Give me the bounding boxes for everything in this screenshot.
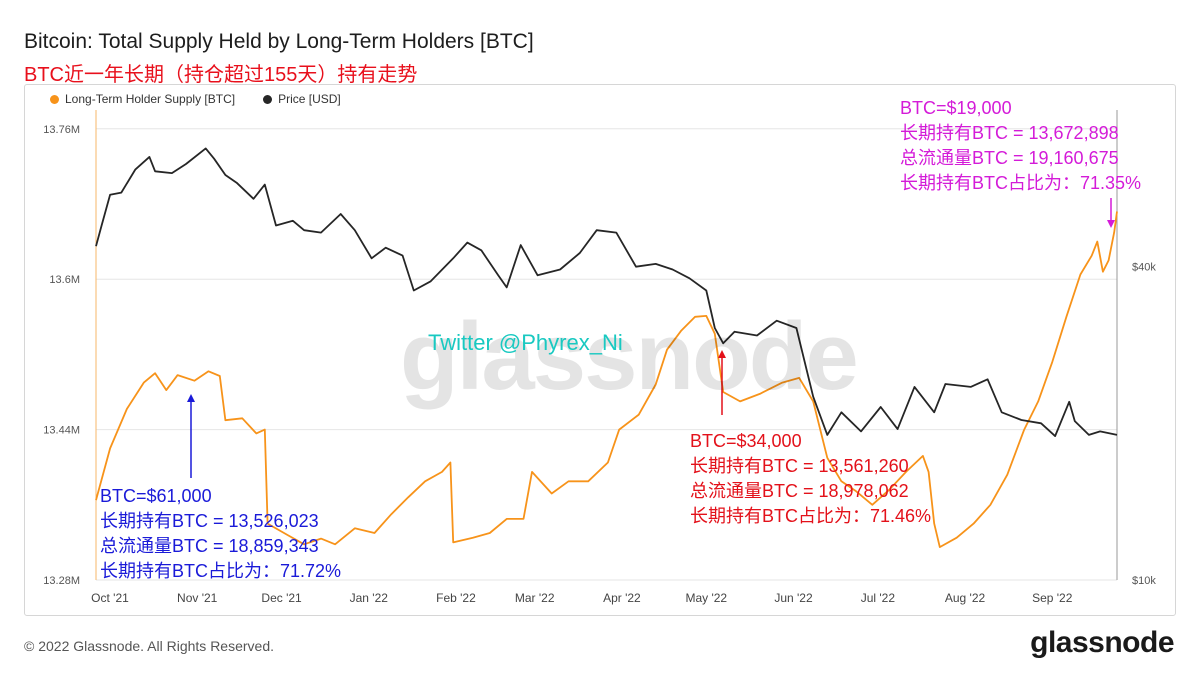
copyright-footer: © 2022 Glassnode. All Rights Reserved.	[24, 638, 275, 654]
arrow-oct-head	[187, 394, 195, 402]
y-left-tick-label: 13.44M	[43, 425, 80, 437]
watermark: glassnode	[400, 303, 859, 410]
annotation-line: 长期持有BTC占比为：71.35%	[900, 173, 1142, 193]
annotation-line: 长期持有BTC占比为：71.72%	[100, 561, 342, 581]
legend-dot-black	[263, 94, 273, 104]
glassnode-logo[interactable]: glassnode	[1030, 626, 1174, 659]
arrow-sep-head	[1107, 220, 1115, 228]
annotation-may-2022: BTC=$34,000 长期持有BTC = 13,561,260 总流通量BTC…	[690, 429, 931, 529]
annotation-oct-2021: BTC=$61,000 长期持有BTC = 13,526,023 总流通量BTC…	[100, 484, 341, 584]
annotation-line: 总流通量BTC = 18,978,062	[690, 481, 909, 501]
legend-label: Price [USD]	[278, 92, 341, 106]
annotation-line: 总流通量BTC = 19,160,675	[900, 148, 1119, 168]
x-tick-label: Jan '22	[350, 591, 389, 605]
arrow-may-head	[718, 350, 726, 358]
chart-title: Bitcoin: Total Supply Held by Long-Term …	[24, 30, 534, 53]
x-tick-label: Oct '21	[91, 591, 129, 605]
annotation-line: 长期持有BTC占比为：71.46%	[690, 506, 932, 526]
annotation-line: 长期持有BTC = 13,672,898	[900, 123, 1119, 143]
annotation-line: BTC=$19,000	[900, 98, 1012, 118]
x-tick-label: Nov '21	[177, 591, 218, 605]
legend-label: Long-Term Holder Supply [BTC]	[65, 92, 236, 106]
x-tick-label: May '22	[685, 591, 727, 605]
legend-item-price[interactable]: Price [USD]	[263, 92, 341, 106]
y-left-tick-label: 13.28M	[43, 575, 80, 587]
legend-item-lth-supply[interactable]: Long-Term Holder Supply [BTC]	[50, 92, 235, 106]
x-tick-label: Dec '21	[261, 591, 302, 605]
x-tick-label: Feb '22	[436, 591, 476, 605]
x-tick-label: Mar '22	[515, 591, 555, 605]
x-tick-label: Apr '22	[603, 591, 641, 605]
twitter-handle: Twitter @Phyrex_Ni	[428, 330, 623, 355]
chart-subtitle: BTC近一年长期（持仓超过155天）持有走势	[24, 64, 418, 86]
annotation-line: 总流通量BTC = 18,859,343	[100, 536, 319, 556]
annotation-sep-2022: BTC=$19,000 长期持有BTC = 13,672,898 总流通量BTC…	[900, 96, 1141, 196]
y-left-tick-label: 13.76M	[43, 124, 80, 136]
legend-dot-orange	[50, 94, 59, 104]
x-tick-label: Jul '22	[861, 591, 896, 605]
chart-panel	[24, 84, 1176, 616]
annotation-line: 长期持有BTC = 13,561,260	[690, 456, 909, 476]
price-line	[95, 147, 1118, 437]
annotation-line: BTC=$34,000	[690, 431, 802, 451]
x-tick-label: Jun '22	[774, 591, 813, 605]
y-right-tick-label: $40k	[1132, 262, 1156, 274]
lth-supply-line	[95, 211, 1118, 548]
y-right-tick-label: $10k	[1132, 575, 1156, 587]
annotation-line: BTC=$61,000	[100, 486, 212, 506]
chart-legend: Long-Term Holder Supply [BTC] Price [USD…	[50, 92, 341, 106]
x-tick-label: Aug '22	[945, 591, 986, 605]
x-tick-label: Sep '22	[1032, 591, 1073, 605]
annotation-line: 长期持有BTC = 13,526,023	[100, 511, 319, 531]
y-left-tick-label: 13.6M	[49, 274, 80, 286]
